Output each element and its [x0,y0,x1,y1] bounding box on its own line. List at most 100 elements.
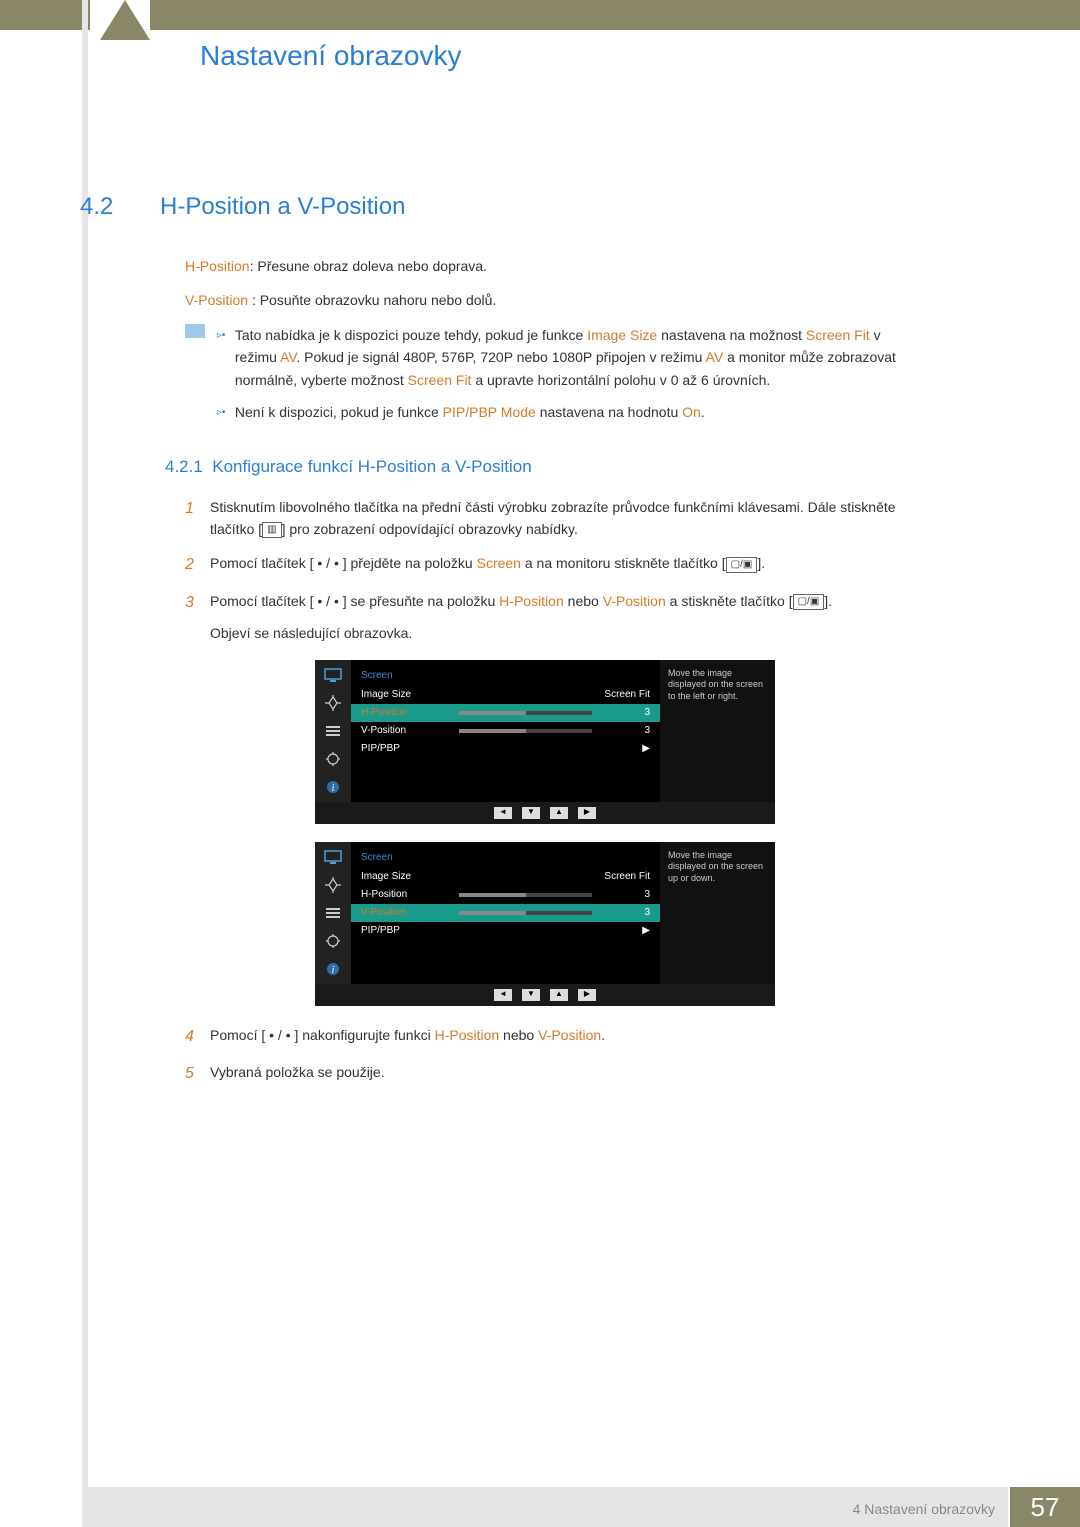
osd-menu-row[interactable]: H-Position 3 [351,704,660,722]
header-left-block [0,0,90,30]
osd-slider-bar [459,893,592,897]
step-2: 2 Pomocí tlačítek [ • / • ] přejděte na … [185,552,925,578]
osd-slider-value: 3 [600,723,650,739]
osd-menu-row[interactable]: V-Position 3 [351,904,660,922]
step-4: 4 Pomocí [ • / • ] nakonfigurujte funkci… [185,1024,925,1050]
osd-menu-row[interactable]: Image Size Screen Fit [351,686,660,704]
step-text: Vybraná položka se použije. [210,1061,925,1087]
osd-slider-value: 3 [600,887,650,903]
step-3: 3 Pomocí tlačítek [ • / • ] se přesuňte … [185,590,925,645]
osd-slider-value: 3 [600,705,650,721]
osd-nav-button[interactable]: ▲ [550,807,568,819]
step-number: 4 [185,1024,210,1050]
osd-sidebar-icon [322,876,344,894]
subsection-heading: 4.2.1 Konfigurace funkcí H-Position a V-… [165,453,925,480]
svg-text:i: i [332,783,335,794]
note-icon [185,324,205,338]
osd-nav-buttons: ◄ ▼ ▲ ▶ [315,802,775,824]
osd-sidebar-icon [322,848,344,866]
footer-chapter-label: 4 Nastavení obrazovky [853,1501,995,1517]
osd-menu-row[interactable]: PIP/PBP ▶ [351,740,660,758]
osd-help-text: Move the image displayed on the screen t… [660,660,775,802]
osd-slider-bar [459,711,592,715]
osd-slider-bar [459,911,592,915]
osd-help-text: Move the image displayed on the screen u… [660,842,775,984]
osd-sidebar-icon [322,750,344,768]
osd-row-label: H-Position [361,705,451,721]
bullet-icon: ▹• [217,328,225,336]
step-1: 1 Stisknutím libovolného tlačítka na pře… [185,496,925,541]
vposition-label: V-Position [185,292,252,308]
step-number: 1 [185,496,210,541]
osd-sidebar-icon: i [322,778,344,796]
header-right-block [150,0,1080,30]
osd-nav-button[interactable]: ◄ [494,989,512,1001]
osd-title: Screen [351,848,660,868]
osd-row-label: V-Position [361,723,451,739]
step-text: Stisknutím libovolného tlačítka na předn… [210,496,925,541]
step-5: 5 Vybraná položka se použije. [185,1061,925,1087]
osd-nav-button[interactable]: ▲ [550,989,568,1001]
osd-menu-row[interactable]: V-Position 3 [351,722,660,740]
enter-button-icon: ▢/▣ [793,594,825,610]
osd-sidebar-icon [322,932,344,950]
osd-hposition: iScreenImage SizeScreen FitH-Position3V-… [315,660,775,824]
osd-sidebar-icon [322,666,344,684]
osd-row-label: Image Size [361,687,451,703]
osd-vposition: iScreenImage SizeScreen FitH-Position3V-… [315,842,775,1006]
osd-sidebar-icon [322,722,344,740]
osd-slider-value: 3 [600,905,650,921]
osd-sidebar-icon [322,904,344,922]
osd-nav-button[interactable]: ▶ [578,807,596,819]
manual-page: Nastavení obrazovky 4.2 H-Position a V-P… [0,0,1080,1527]
osd-nav-button[interactable]: ▶ [578,989,596,1001]
header-bar [0,0,1080,30]
step-number: 2 [185,552,210,578]
section-title: H-Position a V-Position [160,193,405,221]
osd-nav-button[interactable]: ◄ [494,807,512,819]
osd-sidebar-icon [322,694,344,712]
chapter-title: Nastavení obrazovky [200,40,461,72]
note-list: ▹• Tato nabídka je k dispozici pouze teh… [217,324,907,434]
section-number: 4.2 [80,193,113,221]
bullet-icon: ▹• [217,405,225,413]
osd-nav-button[interactable]: ▼ [522,989,540,1001]
osd-row-value: Screen Fit [570,869,650,885]
osd-row-label: PIP/PBP [361,923,451,939]
page-footer: 4 Nastavení obrazovky 57 [0,1487,1080,1527]
step-number: 5 [185,1061,210,1087]
svg-text:i: i [332,965,335,976]
hposition-desc: H-Position: Přesune obraz doleva nebo do… [185,255,925,277]
osd-submenu-arrow-icon: ▶ [600,741,650,757]
osd-menu-row[interactable]: PIP/PBP ▶ [351,922,660,940]
menu-button-icon: ▥ [262,522,281,538]
osd-screenshots: iScreenImage SizeScreen FitH-Position3V-… [315,660,925,1006]
osd-slider-bar [459,729,592,733]
body-content: H-Position: Přesune obraz doleva nebo do… [185,255,925,1099]
osd-row-label: H-Position [361,887,451,903]
osd-row-label: V-Position [361,905,451,921]
left-margin-stripe [82,0,88,1527]
note-item-2: ▹• Není k dispozici, pokud je funkce PIP… [217,401,907,423]
step-number: 3 [185,590,210,645]
hposition-label: H-Position [185,258,250,274]
vposition-desc: V-Position : Posuňte obrazovku nahoru ne… [185,289,925,311]
step-text: Pomocí [ • / • ] nakonfigurujte funkci H… [210,1024,925,1050]
osd-row-value: Screen Fit [570,687,650,703]
osd-nav-buttons: ◄ ▼ ▲ ▶ [315,984,775,1006]
osd-row-label: PIP/PBP [361,741,451,757]
osd-sidebar-icon: i [322,960,344,978]
note-item-1: ▹• Tato nabídka je k dispozici pouze teh… [217,324,907,391]
enter-button-icon: ▢/▣ [726,557,758,573]
header-triangle [100,0,150,40]
page-number: 57 [1010,1487,1080,1527]
step-text: Pomocí tlačítek [ • / • ] se přesuňte na… [210,590,925,645]
osd-title: Screen [351,666,660,686]
osd-menu-row[interactable]: H-Position 3 [351,886,660,904]
osd-submenu-arrow-icon: ▶ [600,923,650,939]
osd-row-label: Image Size [361,869,451,885]
osd-menu-row[interactable]: Image Size Screen Fit [351,868,660,886]
note-block: ▹• Tato nabídka je k dispozici pouze teh… [185,324,925,434]
step-text: Pomocí tlačítek [ • / • ] přejděte na po… [210,552,925,578]
osd-nav-button[interactable]: ▼ [522,807,540,819]
